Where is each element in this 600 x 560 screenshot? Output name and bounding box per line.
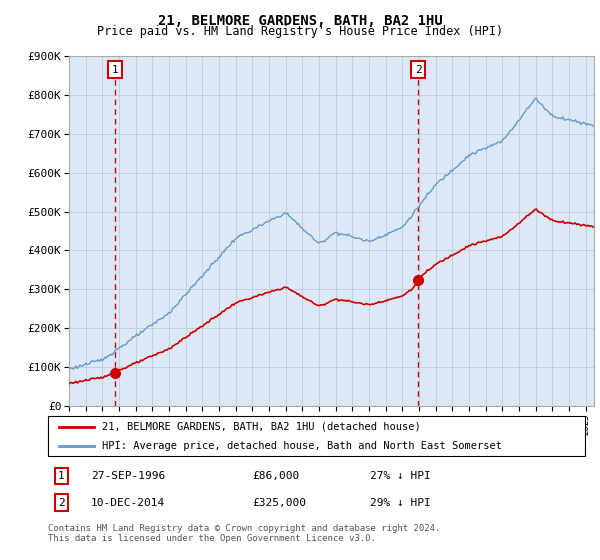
Text: 1: 1 xyxy=(58,472,65,481)
FancyBboxPatch shape xyxy=(48,416,585,456)
Text: 27% ↓ HPI: 27% ↓ HPI xyxy=(370,472,431,481)
Text: 29% ↓ HPI: 29% ↓ HPI xyxy=(370,498,431,507)
Text: Contains HM Land Registry data © Crown copyright and database right 2024.
This d: Contains HM Land Registry data © Crown c… xyxy=(48,524,440,543)
Text: 2: 2 xyxy=(415,64,421,74)
Text: 1: 1 xyxy=(112,64,118,74)
Text: Price paid vs. HM Land Registry's House Price Index (HPI): Price paid vs. HM Land Registry's House … xyxy=(97,25,503,38)
Text: 10-DEC-2014: 10-DEC-2014 xyxy=(91,498,165,507)
Text: £86,000: £86,000 xyxy=(252,472,299,481)
Text: 21, BELMORE GARDENS, BATH, BA2 1HU: 21, BELMORE GARDENS, BATH, BA2 1HU xyxy=(158,14,442,28)
Text: 27-SEP-1996: 27-SEP-1996 xyxy=(91,472,165,481)
Text: 21, BELMORE GARDENS, BATH, BA2 1HU (detached house): 21, BELMORE GARDENS, BATH, BA2 1HU (deta… xyxy=(102,422,421,432)
Text: 2: 2 xyxy=(58,498,65,507)
Text: HPI: Average price, detached house, Bath and North East Somerset: HPI: Average price, detached house, Bath… xyxy=(102,441,502,450)
Text: £325,000: £325,000 xyxy=(252,498,306,507)
